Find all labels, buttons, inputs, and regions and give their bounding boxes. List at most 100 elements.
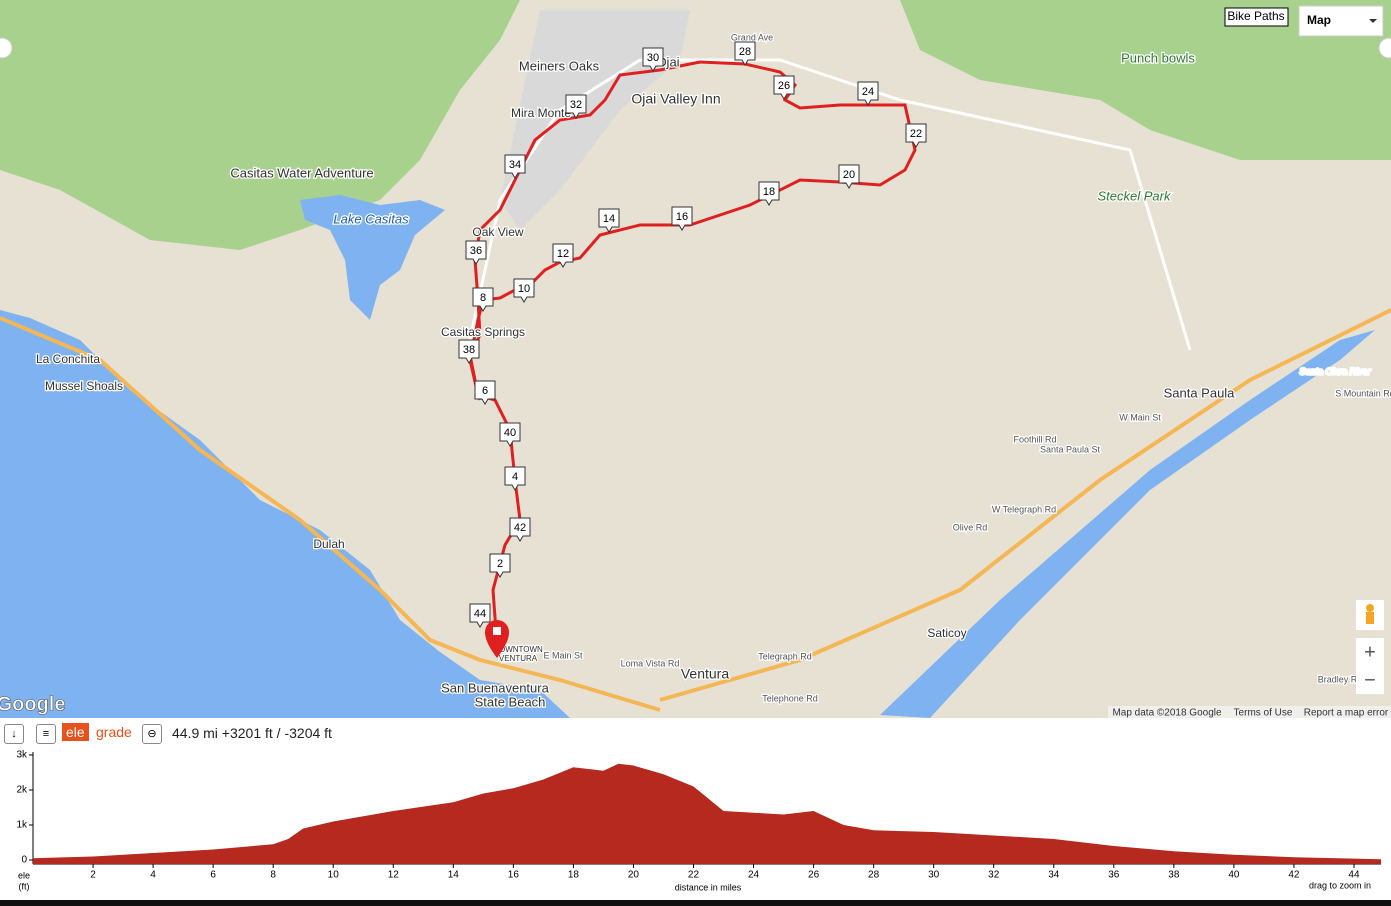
- elevation-toolbar: ↓ ≡ ele grade ⊖ 44.9 mi +3201 ft / -3204…: [0, 718, 1391, 748]
- map-type-select[interactable]: [1298, 5, 1384, 37]
- place-label: Steckel Park: [1098, 188, 1172, 203]
- route-marker-label: 42: [514, 522, 526, 534]
- place-label: VENTURA: [499, 654, 538, 663]
- forest: [0, 0, 520, 250]
- route-marker: [472, 287, 494, 312]
- y-axis-label: ele: [18, 870, 30, 880]
- place-label: Olive Rd: [953, 522, 988, 532]
- highway: [0, 316, 661, 712]
- place-label: Telephone Rd: [762, 693, 818, 703]
- x-tick-label: 34: [1048, 870, 1060, 881]
- x-tick-label: 26: [808, 870, 820, 881]
- collapse-left[interactable]: [0, 37, 13, 59]
- place-label: Mussel Shoals: [45, 379, 123, 393]
- attribution-bg: [1108, 706, 1391, 718]
- x-tick-label: 30: [928, 870, 940, 881]
- route-marker-label: 32: [570, 99, 582, 111]
- place-label: Ojai Valley Inn: [631, 91, 720, 107]
- place-label: Saticoy: [927, 626, 966, 640]
- place-label: E Main St: [543, 650, 583, 660]
- route-marker-label: 24: [862, 86, 874, 98]
- x-tick-label: 10: [328, 870, 340, 881]
- place-label: Oak View: [472, 225, 523, 239]
- y-tick-label: 3k: [16, 750, 28, 761]
- x-tick-label: 16: [508, 870, 520, 881]
- route-marker: [758, 181, 780, 206]
- place-label: Santa Clara River: [1299, 366, 1371, 376]
- route-marker: [552, 243, 574, 268]
- y-tick-label: 1k: [16, 820, 28, 831]
- place-label: Casitas Water Adventure: [230, 165, 373, 180]
- zoom-out[interactable]: −: [1364, 669, 1376, 691]
- summary: 44.9 mi +3201 ft / -3204 ft: [172, 725, 332, 741]
- route-marker: [671, 206, 693, 231]
- lake: [300, 195, 445, 320]
- route-marker-label: 18: [763, 186, 775, 198]
- dropdown-arrow: [1369, 19, 1377, 23]
- route-marker-label: 2: [497, 558, 503, 570]
- x-tick-label: 24: [748, 870, 760, 881]
- place-label: Casitas Springs: [441, 325, 525, 339]
- road: [468, 58, 1192, 351]
- route-marker: [509, 517, 531, 542]
- route-marker-label: 14: [603, 213, 615, 225]
- route-marker-label: 38: [463, 344, 475, 356]
- route-marker: [469, 603, 491, 628]
- route-marker-label: 34: [509, 159, 521, 171]
- route-marker: [857, 81, 879, 106]
- route-marker-label: 22: [910, 128, 922, 140]
- place-label: San Buenaventura: [441, 680, 549, 695]
- route-marker-label: 16: [676, 211, 688, 223]
- zoom-in[interactable]: +: [1364, 641, 1376, 663]
- route-marker-label: 44: [474, 608, 486, 620]
- route-marker: [773, 75, 795, 100]
- collapse-right[interactable]: [1378, 37, 1391, 59]
- route-marker: [734, 41, 756, 66]
- grade-tab[interactable]: grade: [96, 724, 132, 740]
- place-label: S Mountain Rd: [1335, 388, 1391, 398]
- x-tick-label: 2: [90, 870, 96, 881]
- report-link[interactable]: Report a map error: [1304, 708, 1389, 718]
- ele-tab[interactable]: ele: [62, 723, 89, 741]
- place-label: Grand Ave: [731, 32, 773, 42]
- y-axis-unit: (ft): [19, 881, 30, 891]
- zoom-controls: [1356, 638, 1384, 694]
- attribution: Map data ©2018 Google: [1112, 708, 1222, 718]
- place-label: Foothill Rd: [1013, 434, 1056, 444]
- route-marker-label: 28: [739, 46, 751, 58]
- route-marker: [465, 240, 487, 265]
- x-tick-label: 4: [150, 870, 156, 881]
- place-label: Ventura: [681, 666, 729, 682]
- x-tick-label: 8: [270, 870, 276, 881]
- bike-paths-button[interactable]: [1224, 7, 1289, 27]
- x-tick-label: 20: [628, 870, 640, 881]
- x-axis-label: distance in miles: [675, 882, 742, 892]
- zoom-button[interactable]: ⊖: [142, 724, 162, 744]
- x-tick-label: 18: [568, 870, 580, 881]
- zoom-hint: drag to zoom in: [1309, 880, 1371, 890]
- route-marker: [489, 553, 511, 578]
- route-marker-label: 4: [512, 471, 518, 483]
- x-tick-label: 36: [1108, 870, 1120, 881]
- route-marker: [504, 154, 526, 179]
- place-label: W Telegraph Rd: [992, 504, 1056, 514]
- x-tick-label: 44: [1348, 870, 1360, 881]
- route-marker: [598, 208, 620, 233]
- route-marker-label: 36: [470, 245, 482, 257]
- place-label: Santa Paula: [1164, 385, 1236, 400]
- route-marker: [565, 94, 587, 119]
- toggle-button[interactable]: ↓: [4, 724, 24, 744]
- ocean: [0, 310, 570, 718]
- terms-link[interactable]: Terms of Use: [1234, 708, 1293, 718]
- menu-button[interactable]: ≡: [36, 724, 56, 744]
- x-tick-label: 14: [448, 870, 460, 881]
- x-tick-label: 12: [388, 870, 400, 881]
- place-label: Punch bowls: [1121, 50, 1195, 65]
- x-tick-label: 6: [210, 870, 216, 881]
- google-logo: Google: [0, 693, 65, 715]
- route-marker-label: 8: [480, 292, 486, 304]
- place-label: State Beach: [475, 694, 546, 709]
